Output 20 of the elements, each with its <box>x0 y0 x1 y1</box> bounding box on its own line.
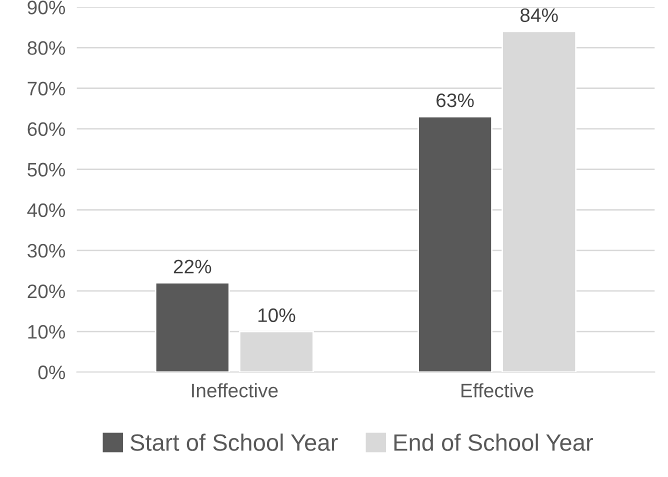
y-tick-label: 30% <box>28 244 66 258</box>
data-label: 10% <box>258 308 296 322</box>
bar <box>154 282 230 372</box>
data-label: 22% <box>174 260 212 274</box>
x-tick-label: Effective <box>462 383 534 398</box>
data-label: 63% <box>436 93 474 108</box>
y-tick-label: 80% <box>28 41 66 55</box>
y-tick-label: 0% <box>38 366 66 380</box>
y-tick-label: 10% <box>28 324 66 339</box>
y-tick-label: 60% <box>28 122 66 136</box>
y-tick-label: 40% <box>27 203 66 218</box>
y-tick-label: 50% <box>28 162 66 177</box>
y-tick-label: 20% <box>28 284 66 298</box>
y-tick-label: 90% <box>28 0 66 14</box>
data-label: 84% <box>520 8 558 22</box>
x-tick-label: Ineffective <box>192 383 278 398</box>
legend-label: End of School Year <box>394 434 593 451</box>
y-tick-label: 70% <box>28 82 66 96</box>
legend-label: Start of School Year <box>130 434 338 451</box>
bar <box>418 116 492 372</box>
